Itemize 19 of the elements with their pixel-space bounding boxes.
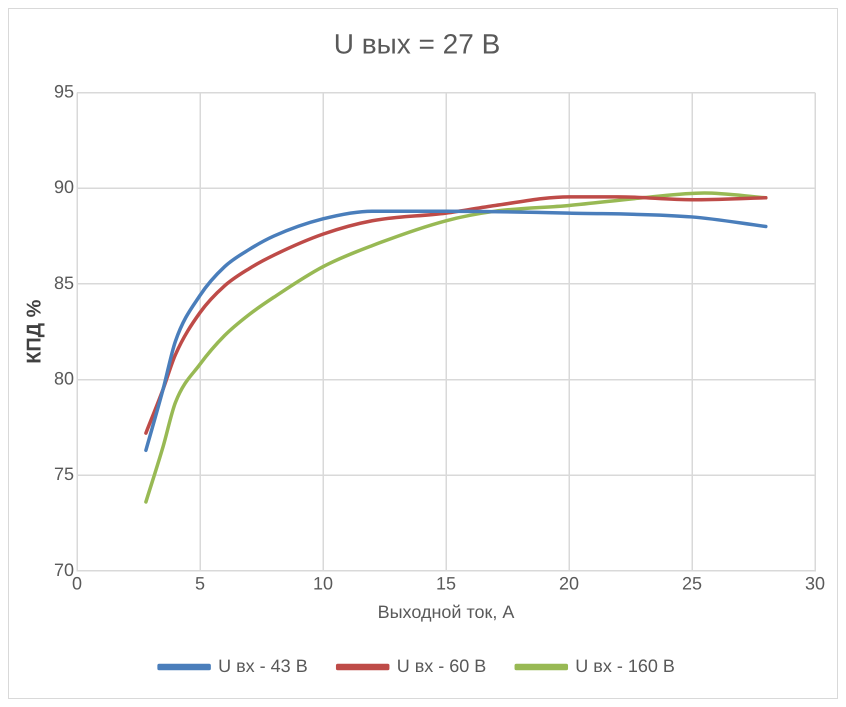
x-tick-label: 10 (313, 574, 334, 594)
x-tick-label: 20 (558, 574, 580, 594)
y-axis-title: КПД % (24, 299, 46, 364)
y-tick-label: 85 (54, 272, 74, 293)
y-tick-label: 80 (54, 368, 74, 388)
y-tick-label: 70 (54, 560, 74, 580)
x-tick-label: 25 (682, 574, 702, 594)
legend-label: U вх - 160 В (575, 656, 675, 676)
x-tick-label: 5 (195, 574, 206, 594)
x-axis-title: Выходной ток, А (378, 602, 514, 622)
legend-label: U вх - 43 В (218, 656, 308, 676)
y-tick-label: 75 (54, 464, 74, 484)
y-tick-label: 90 (54, 177, 74, 198)
x-tick-label: 30 (804, 574, 826, 594)
legend-label: U вх - 60 В (396, 656, 486, 676)
y-tick-label: 95 (54, 82, 74, 102)
x-tick-label: 0 (72, 574, 82, 594)
chart-title: U вых = 27 В (334, 28, 500, 60)
x-tick-label: 15 (436, 574, 456, 594)
